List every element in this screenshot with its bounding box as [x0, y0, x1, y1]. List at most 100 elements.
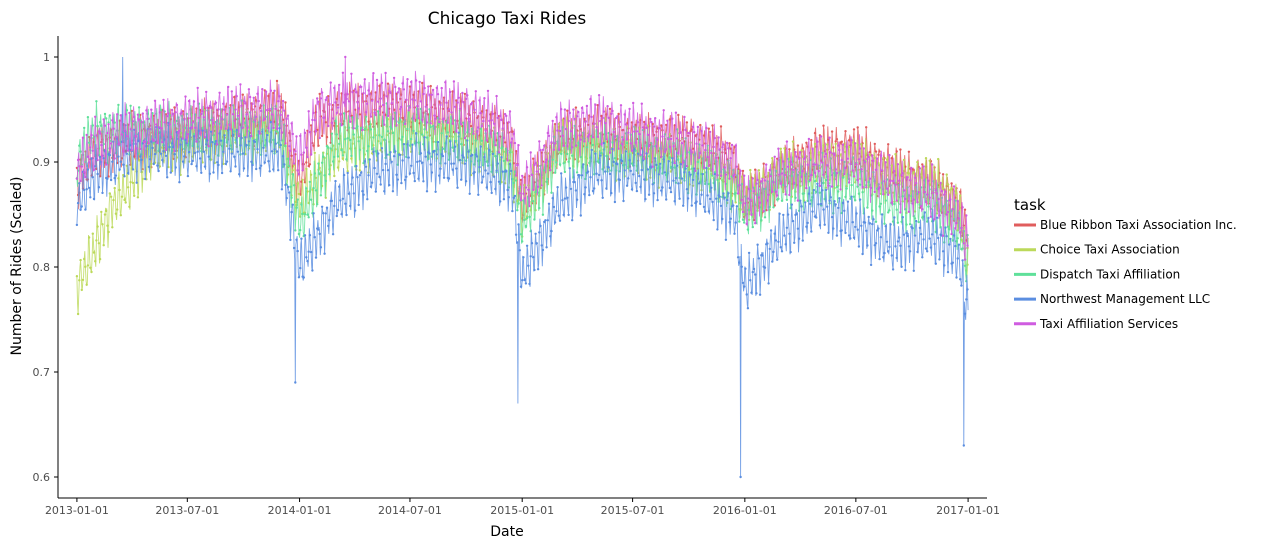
data-point	[191, 121, 194, 124]
data-point	[745, 185, 748, 188]
data-point	[540, 184, 543, 187]
data-point	[928, 196, 931, 199]
data-point	[78, 182, 81, 185]
data-point	[656, 167, 659, 170]
data-point	[769, 229, 773, 232]
data-point	[662, 158, 665, 161]
data-point	[483, 155, 486, 159]
data-point	[579, 214, 582, 217]
data-point	[627, 177, 630, 180]
data-point	[431, 88, 435, 92]
data-point	[423, 128, 426, 131]
data-point	[883, 251, 886, 255]
data-point	[131, 168, 135, 171]
data-point	[616, 115, 619, 118]
data-point	[857, 192, 861, 195]
data-point	[231, 113, 235, 116]
data-point	[440, 153, 443, 156]
data-point	[584, 120, 587, 124]
data-point	[752, 190, 756, 193]
data-point	[712, 145, 715, 149]
data-point	[913, 234, 917, 237]
data-point	[941, 187, 945, 190]
x-tick-label: 2017-01-01	[936, 504, 1000, 517]
data-point	[435, 86, 438, 90]
data-point	[711, 124, 714, 127]
data-point	[150, 162, 153, 166]
data-point	[763, 179, 767, 182]
data-point	[201, 129, 204, 132]
data-point	[817, 203, 820, 206]
data-point	[563, 170, 567, 174]
data-point	[708, 197, 712, 201]
data-point	[606, 105, 609, 108]
data-point	[722, 192, 725, 195]
data-point	[410, 80, 413, 84]
data-point	[635, 130, 639, 133]
data-point	[585, 104, 589, 108]
data-point	[87, 236, 91, 239]
data-point	[791, 140, 795, 143]
data-point	[186, 144, 190, 147]
data-point	[899, 244, 902, 247]
data-point	[94, 165, 97, 168]
data-point	[843, 172, 846, 176]
data-point	[710, 151, 713, 155]
data-point	[871, 222, 874, 226]
data-point	[763, 216, 767, 219]
data-point	[932, 191, 935, 194]
data-point	[522, 192, 525, 195]
data-point	[743, 174, 746, 177]
data-point	[866, 244, 869, 247]
data-point	[706, 155, 709, 159]
data-point	[840, 229, 843, 232]
data-point	[137, 159, 141, 162]
data-point	[829, 151, 832, 154]
data-point	[101, 191, 104, 195]
data-point	[295, 206, 298, 209]
data-point	[126, 186, 130, 189]
data-point	[735, 165, 739, 168]
data-point	[284, 183, 287, 187]
data-point	[700, 129, 703, 133]
data-point	[716, 174, 719, 177]
data-point	[835, 171, 839, 175]
data-point	[181, 137, 185, 140]
data-point	[655, 163, 658, 167]
data-point	[272, 91, 275, 95]
data-point	[370, 148, 374, 151]
data-point	[485, 160, 488, 163]
data-point	[511, 130, 514, 133]
data-point	[571, 219, 574, 222]
data-point	[930, 163, 934, 166]
data-point	[854, 199, 857, 202]
data-point	[339, 199, 342, 202]
data-point	[383, 138, 386, 141]
data-point	[523, 197, 526, 200]
data-point	[882, 157, 885, 160]
data-point	[507, 196, 510, 199]
data-point	[728, 177, 731, 180]
data-point	[338, 83, 341, 87]
data-point	[949, 198, 952, 201]
data-point	[868, 222, 872, 225]
data-point	[330, 132, 334, 135]
data-point	[784, 193, 787, 196]
data-point	[391, 131, 395, 135]
data-point	[884, 199, 887, 202]
data-point	[123, 198, 126, 202]
data-point	[529, 151, 532, 154]
data-point	[170, 142, 174, 145]
data-point	[751, 225, 754, 229]
data-point	[567, 119, 570, 123]
data-point	[96, 124, 99, 128]
data-point	[75, 177, 79, 180]
data-point	[771, 157, 774, 160]
data-point	[779, 147, 782, 150]
data-point	[672, 179, 675, 182]
data-point	[550, 229, 553, 233]
data-point	[813, 171, 817, 175]
data-point	[758, 201, 762, 204]
data-point	[212, 122, 215, 125]
data-point	[882, 256, 885, 259]
